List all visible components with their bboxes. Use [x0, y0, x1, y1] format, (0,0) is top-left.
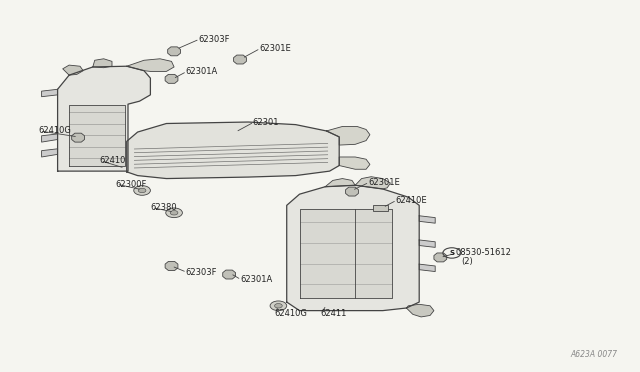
Text: S: S — [449, 250, 454, 256]
Polygon shape — [373, 205, 388, 211]
Text: 62300F: 62300F — [115, 180, 147, 189]
Polygon shape — [326, 126, 370, 145]
Text: 62411: 62411 — [320, 309, 346, 318]
Polygon shape — [168, 47, 180, 56]
Circle shape — [170, 211, 178, 215]
Circle shape — [134, 186, 150, 195]
Polygon shape — [69, 105, 125, 166]
Text: 62410: 62410 — [99, 156, 125, 165]
Polygon shape — [339, 157, 370, 169]
Polygon shape — [355, 177, 390, 189]
Text: 62303F: 62303F — [198, 35, 230, 44]
Polygon shape — [58, 66, 150, 171]
Polygon shape — [434, 253, 447, 262]
Text: 62410E: 62410E — [396, 196, 427, 205]
Text: 62410G: 62410G — [274, 309, 307, 318]
Polygon shape — [406, 304, 434, 317]
Text: 62301E: 62301E — [259, 44, 291, 53]
Polygon shape — [165, 262, 178, 270]
Circle shape — [275, 304, 282, 308]
Text: 62303F: 62303F — [186, 268, 217, 277]
Text: 62380: 62380 — [150, 203, 177, 212]
Polygon shape — [287, 185, 419, 311]
Polygon shape — [419, 240, 435, 247]
Text: A623A 0077: A623A 0077 — [571, 350, 618, 359]
Text: 62301E: 62301E — [368, 178, 400, 187]
Text: 62301A: 62301A — [186, 67, 218, 76]
Text: 62301A: 62301A — [240, 275, 272, 284]
Text: 08530-51612: 08530-51612 — [456, 248, 511, 257]
Polygon shape — [419, 216, 435, 223]
Polygon shape — [223, 270, 236, 279]
Text: 62301: 62301 — [253, 118, 279, 126]
Polygon shape — [234, 55, 246, 64]
Polygon shape — [127, 122, 339, 179]
Polygon shape — [72, 133, 84, 142]
Polygon shape — [127, 59, 174, 71]
Polygon shape — [165, 74, 178, 83]
Circle shape — [270, 301, 287, 311]
Polygon shape — [42, 89, 58, 97]
Polygon shape — [63, 65, 83, 75]
Polygon shape — [42, 134, 58, 142]
Text: (2): (2) — [461, 257, 472, 266]
Polygon shape — [93, 59, 112, 68]
Polygon shape — [419, 264, 435, 272]
Polygon shape — [325, 179, 355, 187]
Polygon shape — [42, 149, 58, 157]
Text: 62410G: 62410G — [38, 126, 71, 135]
Circle shape — [138, 188, 146, 193]
Polygon shape — [346, 187, 358, 196]
Polygon shape — [300, 209, 392, 298]
Circle shape — [166, 208, 182, 218]
